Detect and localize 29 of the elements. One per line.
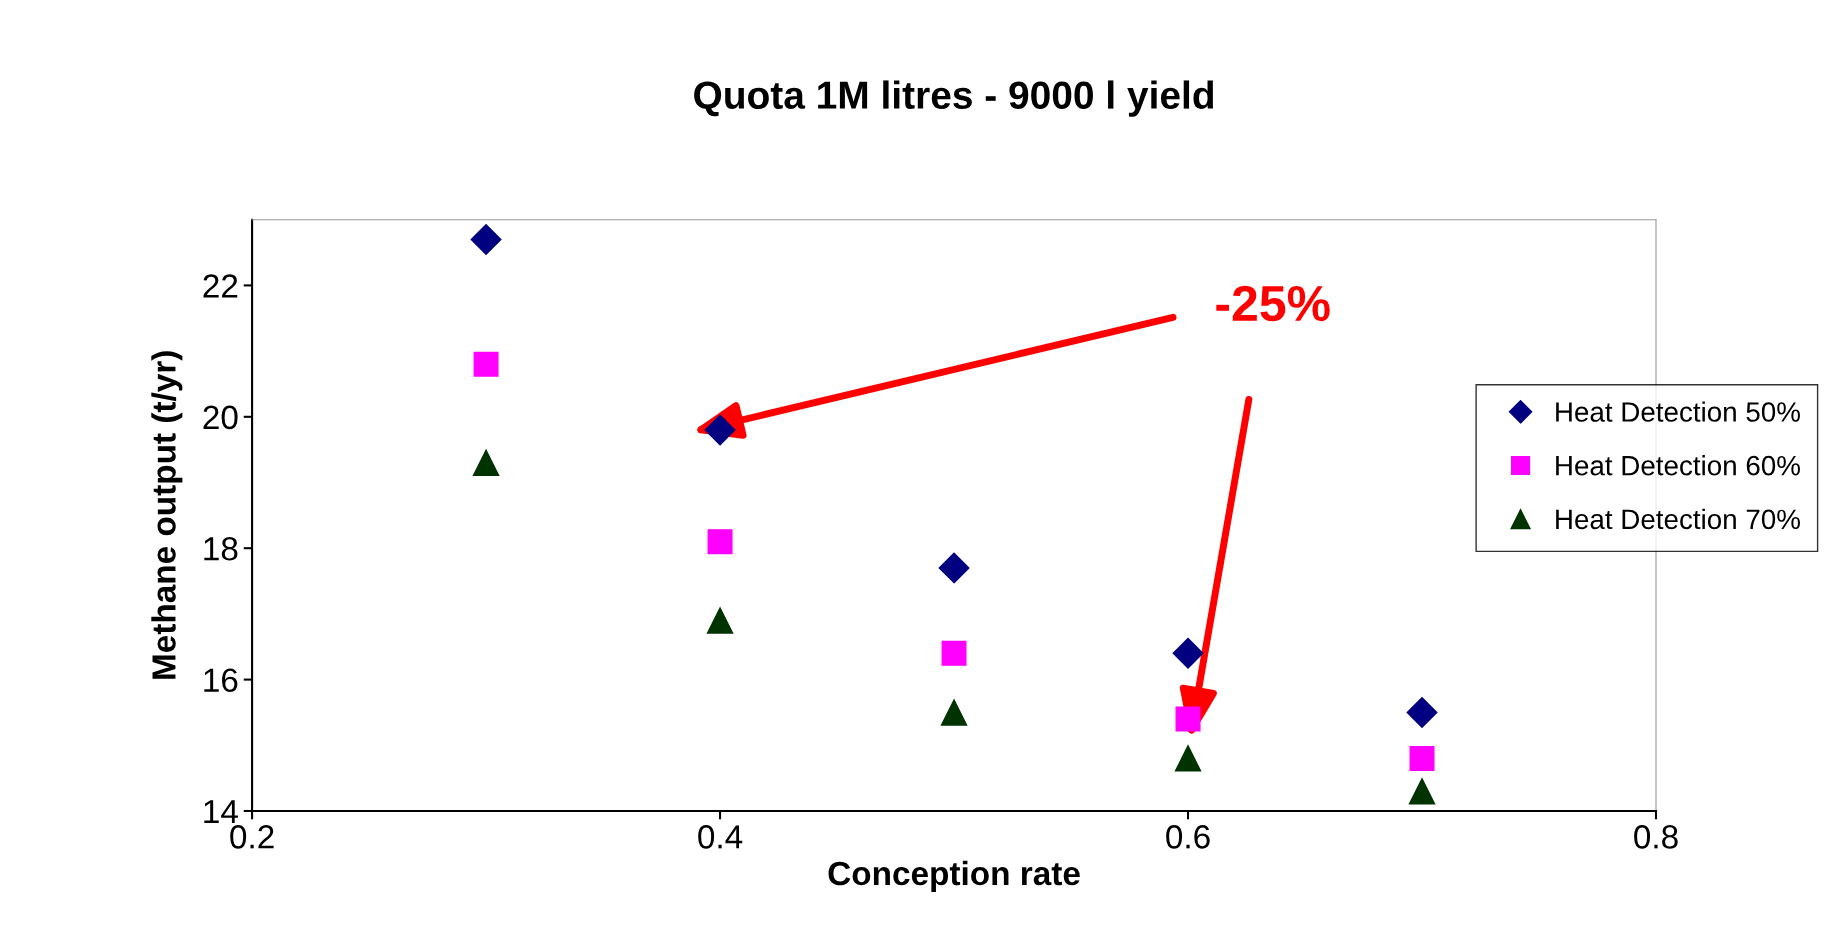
point bbox=[1409, 745, 1435, 771]
point bbox=[707, 529, 733, 555]
x-tick-label: 0.8 bbox=[1634, 825, 1678, 849]
point bbox=[940, 699, 968, 726]
y-tick-label: 22 bbox=[203, 274, 238, 298]
y-tick-label: 20 bbox=[203, 405, 238, 430]
point bbox=[1174, 745, 1202, 772]
point bbox=[1408, 778, 1436, 805]
y-tick-label: 16 bbox=[204, 668, 238, 692]
legend-label: Heat Detection 60% bbox=[1556, 455, 1800, 476]
point bbox=[1406, 697, 1438, 728]
legend-label: Heat Detection 50% bbox=[1556, 401, 1800, 422]
point bbox=[706, 607, 734, 634]
x-tick-label: 0.6 bbox=[1166, 825, 1210, 849]
y-tick-label: 18 bbox=[204, 537, 238, 561]
x-tick-label: 0.4 bbox=[698, 825, 743, 849]
point bbox=[941, 640, 967, 666]
point bbox=[470, 224, 502, 255]
y-tick-label: 14 bbox=[204, 800, 238, 824]
x-tick-label: 0.2 bbox=[230, 825, 274, 849]
point bbox=[1172, 637, 1204, 669]
point bbox=[938, 552, 970, 584]
point bbox=[472, 449, 500, 476]
annotation: -25% bbox=[1216, 285, 1330, 322]
legend-label: Heat Detection 70% bbox=[1556, 508, 1800, 530]
y-axis-title: Methane output (t/yr) bbox=[151, 351, 183, 679]
point bbox=[473, 351, 499, 377]
chart-title: Quota 1M litres - 9000 l yield bbox=[694, 80, 1214, 117]
x-axis-title: Conception rate bbox=[828, 860, 1080, 892]
